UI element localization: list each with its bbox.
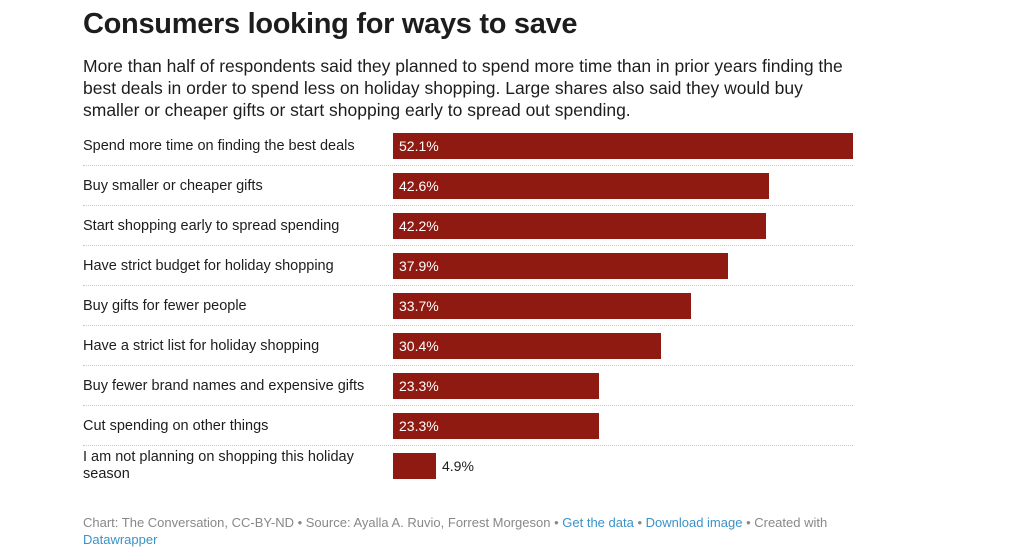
chart-row: Have a strict list for holiday shopping 3…: [83, 326, 853, 366]
bar-value-label: 23.3%: [399, 378, 439, 394]
row-divider: [83, 165, 853, 166]
category-label: Cut spending on other things: [83, 417, 269, 434]
row-divider: [83, 445, 853, 446]
footer-separator: •: [550, 515, 563, 530]
chart-title: Consumers looking for ways to save: [83, 8, 578, 40]
category-label: Have a strict list for holiday shopping: [83, 337, 320, 354]
bar: [393, 293, 691, 319]
chart-subtitle: More than half of respondents said they …: [83, 56, 843, 120]
get-data-link[interactable]: Get the data: [562, 515, 634, 530]
bar: [393, 133, 853, 159]
category-label: Buy smaller or cheaper gifts: [83, 177, 263, 194]
footer-created-with: Created with: [754, 515, 828, 530]
chart-row: Buy fewer brand names and expensive gift…: [83, 366, 853, 406]
bar: [393, 453, 436, 479]
footer-credit: Chart: The Conversation, CC-BY-ND: [83, 515, 294, 530]
row-divider: [83, 285, 853, 286]
row-divider: [83, 205, 853, 206]
bar-value-label: 52.1%: [399, 138, 439, 154]
footer-source: Source: Ayalla A. Ruvio, Forrest Morgeso…: [305, 515, 551, 530]
category-label: Have strict budget for holiday shopping: [83, 257, 334, 274]
bar-value-label: 30.4%: [399, 338, 439, 354]
chart-row: Cut spending on other things 23.3%: [83, 406, 853, 446]
bar: [393, 333, 661, 359]
bar-value-label: 4.9%: [442, 458, 474, 474]
bar: [393, 373, 599, 399]
row-divider: [83, 365, 853, 366]
row-divider: [83, 325, 853, 326]
row-divider: [83, 405, 853, 406]
row-divider: [83, 245, 853, 246]
category-label: I am not planning on shopping this holid…: [83, 449, 354, 482]
category-label: Start shopping early to spread spending: [83, 217, 340, 234]
bar: [393, 253, 728, 279]
bar-value-label: 23.3%: [399, 418, 439, 434]
bar-value-label: 42.2%: [399, 218, 439, 234]
chart-row: Spend more time on finding the best deal…: [83, 126, 853, 166]
bar: [393, 173, 769, 199]
footer-separator: •: [293, 515, 306, 530]
chart-row: Have strict budget for holiday shopping 3…: [83, 246, 853, 286]
download-image-link[interactable]: Download image: [645, 515, 743, 530]
bar-chart: Spend more time on finding the best deal…: [83, 126, 853, 502]
category-label: Buy fewer brand names and expensive gift…: [83, 377, 365, 394]
bar: [393, 213, 766, 239]
category-label: Spend more time on finding the best deal…: [83, 137, 355, 154]
bar-value-label: 37.9%: [399, 258, 439, 274]
category-label: Buy gifts for fewer people: [83, 297, 247, 314]
bar: [393, 413, 599, 439]
chart-row: I am not planning on shopping this holid…: [83, 446, 853, 486]
chart-row: Start shopping early to spread spending 4…: [83, 206, 853, 246]
bar-value-label: 42.6%: [399, 178, 439, 194]
bar-value-label: 33.7%: [399, 298, 439, 314]
chart-row: Buy smaller or cheaper gifts 42.6%: [83, 166, 853, 206]
footer-separator: •: [742, 515, 755, 530]
chart-footer: Chart: The Conversation, CC-BY-ND • Sour…: [83, 514, 863, 548]
datawrapper-link[interactable]: Datawrapper: [83, 532, 158, 547]
footer-separator: •: [633, 515, 646, 530]
chart-row: Buy gifts for fewer people 33.7%: [83, 286, 853, 326]
